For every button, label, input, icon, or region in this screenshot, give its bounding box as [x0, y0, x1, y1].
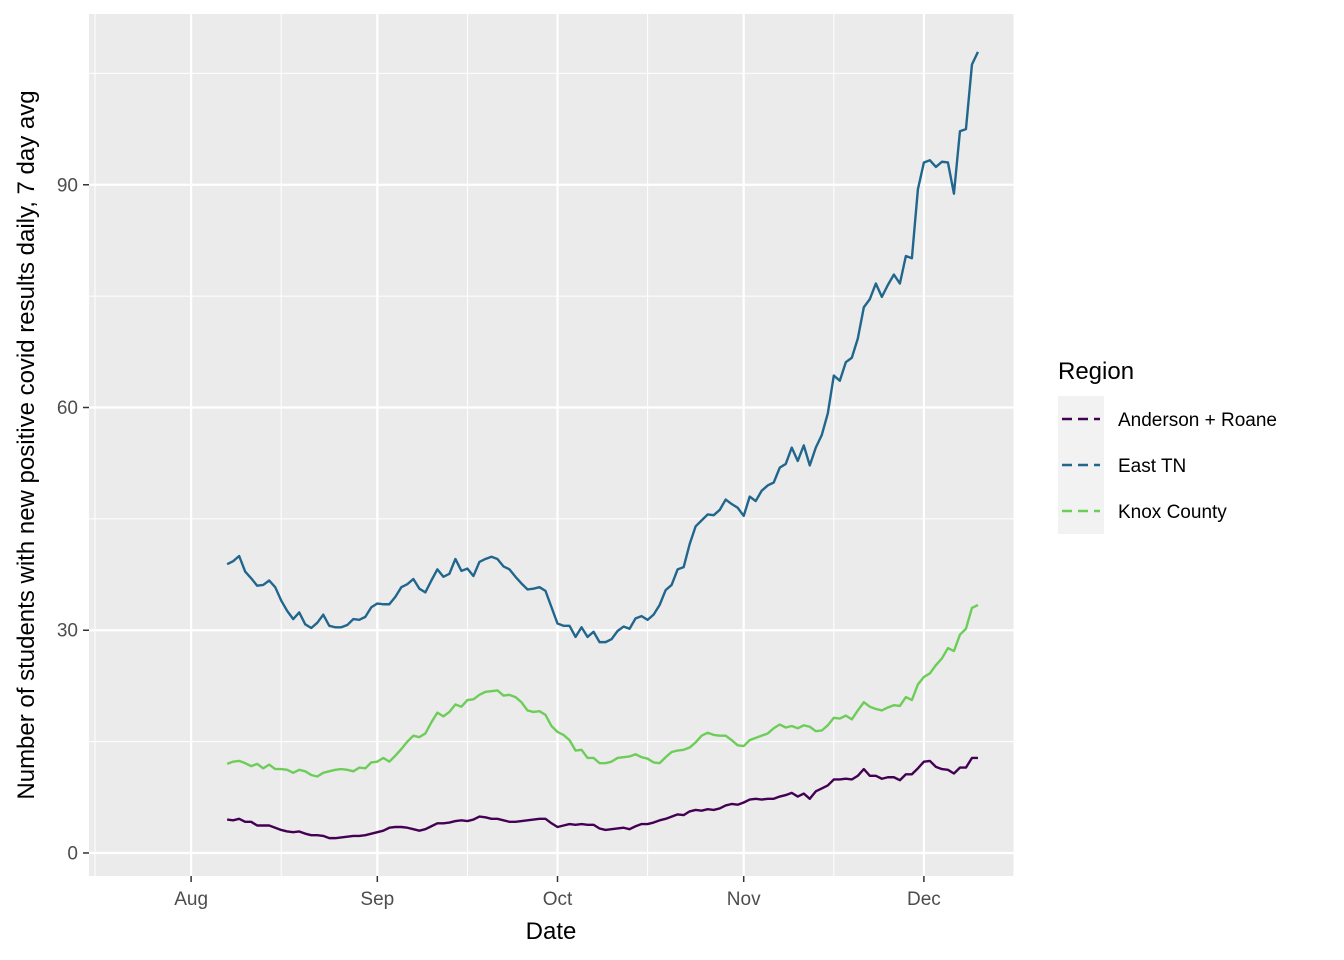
x-tick-label: Oct: [543, 889, 573, 910]
y-axis: 0 30 60 90: [57, 175, 89, 864]
y-tick-label: 30: [57, 621, 78, 642]
x-axis-title: Date: [526, 918, 577, 945]
series-line-east-tn: [226, 51, 980, 644]
legend-title: Region: [1058, 358, 1134, 385]
legend: Region Anderson + Roane East TN Knox Count…: [1058, 358, 1277, 534]
legend-entry-label: Anderson + Roane: [1118, 410, 1277, 431]
x-tick-label: Aug: [174, 889, 208, 910]
y-tick-label: 90: [57, 175, 78, 196]
legend-entry-label: East TN: [1118, 456, 1186, 477]
panel-background: [89, 14, 1014, 876]
series-line-knox-county: [226, 603, 979, 778]
y-tick-label: 0: [67, 843, 78, 864]
x-axis: Aug Sep Oct Nov Dec: [174, 876, 941, 910]
legend-entry-label: Knox County: [1118, 502, 1227, 523]
x-tick-label: Nov: [727, 889, 761, 910]
x-tick-label: Dec: [907, 889, 941, 910]
y-axis-title: Number of students with new positive cov…: [13, 90, 40, 799]
y-tick-label: 60: [57, 398, 78, 419]
series-line-anderson-roane: [227, 756, 978, 840]
series-lines: [226, 51, 980, 840]
x-tick-label: Sep: [360, 889, 394, 910]
minor-gridlines: [89, 14, 1015, 876]
